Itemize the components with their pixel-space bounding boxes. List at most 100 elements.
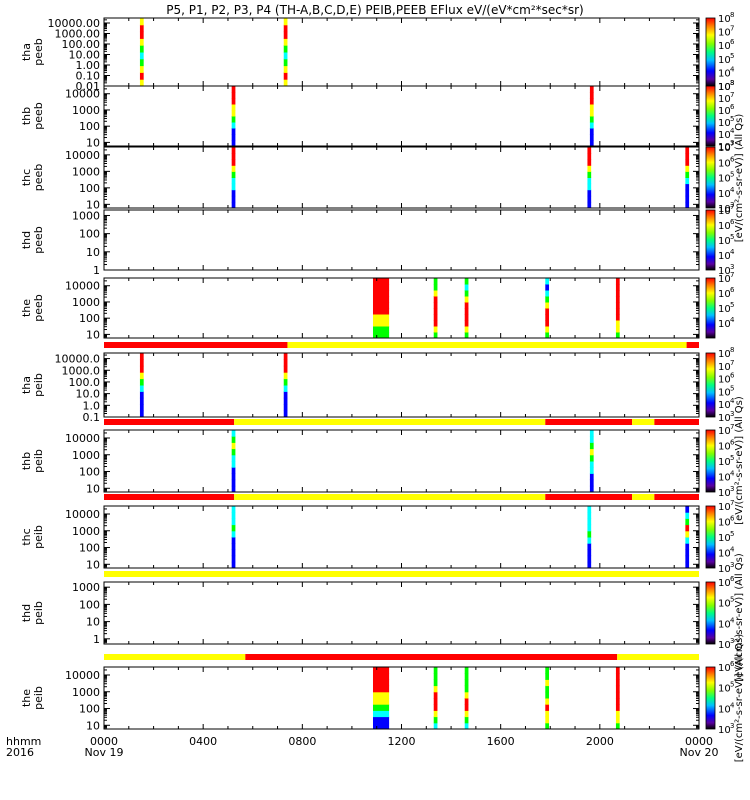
burst-cell [433, 320, 438, 327]
colorbar-tick-exp: 8 [730, 11, 734, 19]
spectrogram-burst [685, 506, 690, 569]
colorbar-tick-base: 10 [718, 663, 731, 674]
mode-bar-segment [104, 494, 235, 500]
burst-cell [545, 685, 550, 693]
burst-cell [231, 442, 236, 450]
panel-frame [103, 352, 700, 418]
burst-cell [589, 448, 594, 456]
colorbar-tick-exp: 6 [730, 372, 735, 380]
y-tick-label: 10.00 [69, 49, 101, 62]
burst-cell [685, 524, 690, 532]
burst-cell [139, 18, 144, 26]
burst-cell [139, 52, 144, 60]
colorbar-tick-exp: 4 [730, 397, 735, 405]
y-tick-label: 100 [79, 312, 100, 325]
spectrogram-burst [589, 430, 594, 493]
mode-bar-segment [104, 571, 699, 577]
burst-cell [139, 359, 144, 367]
colorbar-tick-exp: 4 [730, 546, 735, 554]
burst-cell [589, 86, 594, 93]
colorbar-tick-exp: 3 [730, 410, 734, 418]
y-tick-label: 100 [79, 542, 100, 555]
colorbar-tick-label: 10 6 [718, 575, 735, 589]
burst-cell [139, 404, 144, 412]
colorbar-tick-base: 10 [718, 206, 731, 217]
colorbar [705, 17, 716, 87]
burst-cell [589, 122, 594, 129]
colorbar-tick-base: 10 [718, 599, 731, 610]
burst-cell [372, 691, 390, 699]
y-tick-label: 1000 [72, 449, 100, 462]
colorbar-tick-exp: 7 [730, 359, 734, 367]
burst-cell [139, 410, 144, 418]
panel-product-label: peeb [32, 38, 45, 66]
burst-cell [433, 314, 438, 321]
colorbar-tick-base: 10 [718, 14, 731, 25]
colorbar-tick-label: 10 7 [718, 359, 734, 373]
burst-cell [231, 467, 236, 474]
colorbar-tick-label: 10 8 [718, 79, 734, 93]
spectrogram-burst [372, 278, 390, 339]
colorbar-tick-base: 10 [718, 221, 731, 232]
y-tick-label: 10000.0 [55, 353, 101, 366]
spectrogram-burst [615, 667, 620, 730]
burst-cell [283, 365, 288, 373]
burst-cell [433, 326, 438, 333]
burst-cell [545, 332, 550, 339]
colorbar-tick-exp: 3 [730, 722, 734, 730]
burst-cell [231, 116, 236, 123]
burst-cell [139, 365, 144, 373]
y-tick-label: 1000.00 [55, 28, 101, 41]
colorbar-tick-exp: 4 [730, 186, 735, 194]
burst-cell [372, 314, 390, 321]
colorbar-tick-base: 10 [718, 400, 731, 411]
burst-cell [139, 38, 144, 46]
panel-probe-label: tha [20, 43, 33, 61]
panel-frame [103, 146, 700, 209]
burst-cell [231, 98, 236, 105]
burst-cell [372, 698, 390, 705]
y-tick-label: 1000 [72, 165, 100, 178]
colorbar-tick-label: 10 6 [718, 38, 735, 52]
colorbar-tick-base: 10 [718, 533, 731, 544]
burst-cell [139, 378, 144, 386]
burst-cell [545, 667, 550, 674]
burst-cell [433, 716, 438, 724]
mode-bar-segment [654, 419, 699, 425]
colorbar-units-label: [eV/(cm²-s-sr-eV)] (All Qs) [734, 553, 745, 682]
burst-cell [231, 524, 236, 532]
burst-cell [139, 72, 144, 80]
burst-cell [615, 698, 620, 705]
burst-cell [587, 165, 592, 172]
panel-product-label: peib [32, 525, 45, 549]
x-tick-label: 0000 [90, 735, 118, 748]
burst-cell [283, 359, 288, 367]
burst-cell [685, 159, 690, 166]
burst-cell [372, 320, 390, 327]
colorbar-tick-label: 10 3 [718, 485, 734, 499]
colorbar-tick-exp: 8 [730, 79, 734, 87]
colorbar-tick-label: 10 6 [718, 218, 735, 232]
burst-cell [283, 45, 288, 53]
burst-cell [587, 153, 592, 160]
y-tick-label: 1000 [72, 209, 100, 222]
colorbar-tick-label: 10 7 [718, 25, 734, 39]
mode-bar [104, 654, 699, 660]
colorbar-tick-base: 10 [718, 413, 731, 424]
burst-cell [372, 326, 390, 333]
colorbar-tick-base: 10 [718, 578, 731, 589]
burst-cell [231, 479, 236, 487]
colorbar-tick-exp: 6 [730, 38, 735, 46]
burst-cell [231, 461, 236, 468]
y-tick-label: 100 [79, 466, 100, 479]
burst-cell [139, 385, 144, 392]
colorbar-tick-label: 10 5 [718, 233, 734, 247]
spectrogram-burst [464, 667, 469, 730]
panel-probe-label: tha [20, 376, 33, 394]
burst-cell [139, 31, 144, 39]
colorbar-tick-label: 10 3 [718, 263, 734, 277]
y-tick-label: 1000 [72, 104, 100, 117]
colorbar-tick-label: 10 5 [718, 301, 734, 315]
burst-cell [615, 314, 620, 321]
panel-frame [103, 581, 700, 645]
